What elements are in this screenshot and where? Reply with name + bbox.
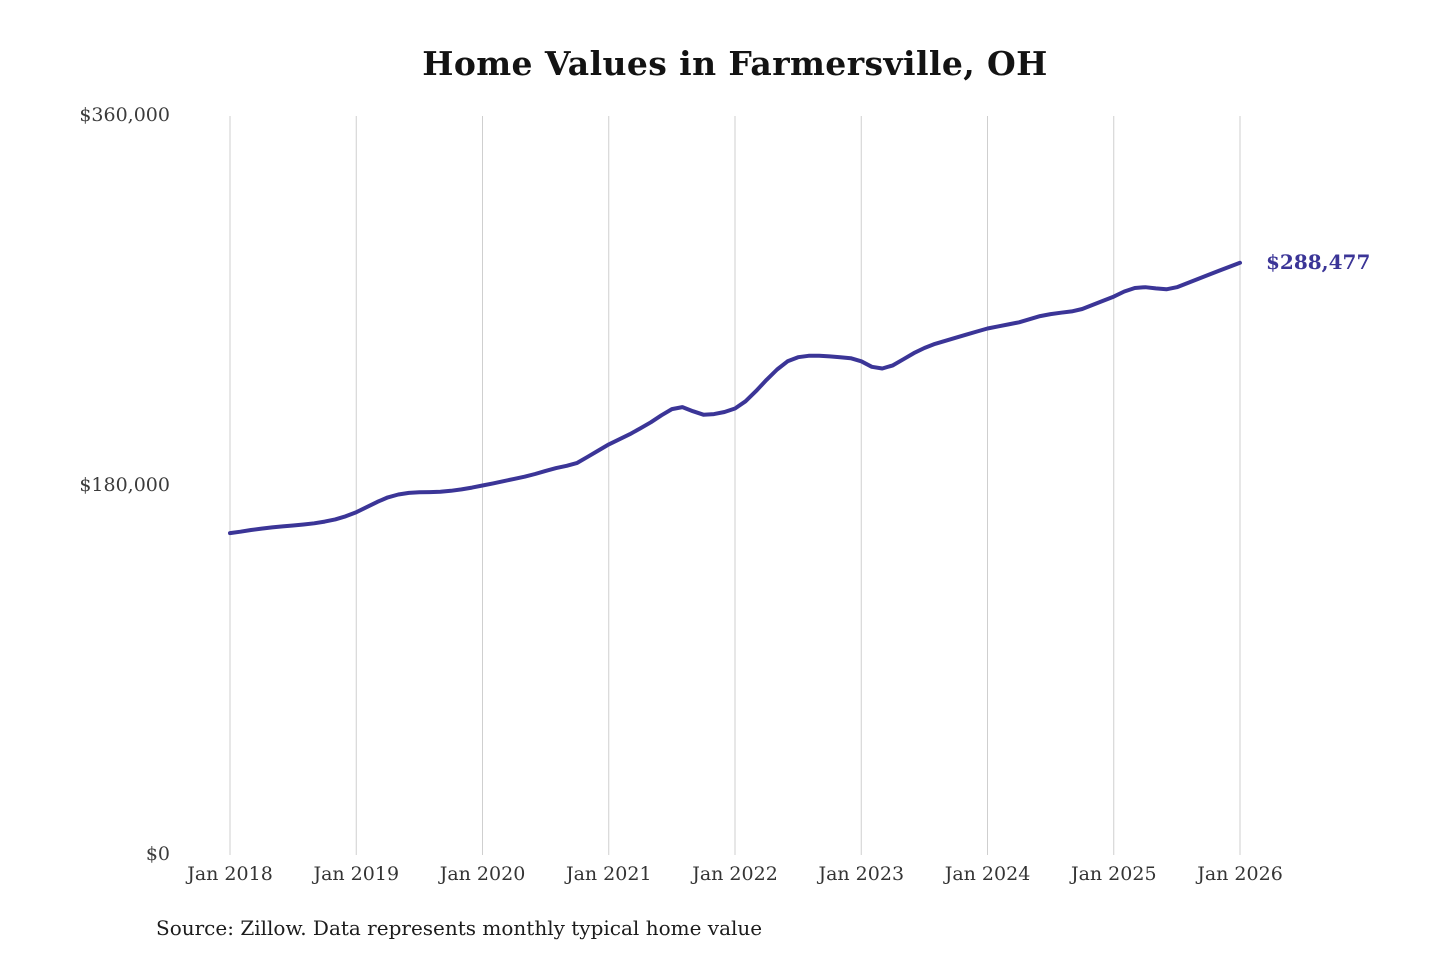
x-tick-label: Jan 2019 bbox=[313, 863, 400, 885]
x-tick-label: Jan 2020 bbox=[439, 863, 526, 885]
x-tick-label: Jan 2018 bbox=[187, 863, 273, 885]
chart-title: Home Values in Farmersville, OH bbox=[422, 44, 1048, 83]
plot-area: $288,477 Jan 2018 Jan 2019 Jan 2020 Jan 202… bbox=[187, 116, 1370, 885]
x-tick-label: Jan 2022 bbox=[692, 863, 778, 885]
end-value-label: $288,477 bbox=[1266, 249, 1371, 274]
x-tick-label: Jan 2024 bbox=[944, 863, 1031, 885]
home-values-line-chart bbox=[228, 116, 1242, 855]
x-tick-label: Jan 2025 bbox=[1070, 863, 1157, 885]
y-tick-label-0: $0 bbox=[145, 843, 170, 865]
y-tick-label-360000: $360,000 bbox=[79, 104, 170, 126]
y-tick-label-180000: $180,000 bbox=[79, 474, 170, 496]
source-note: Source: Zillow. Data represents monthly … bbox=[156, 916, 763, 940]
x-tick-label: Jan 2023 bbox=[818, 863, 905, 885]
x-tick-label: Jan 2026 bbox=[1197, 863, 1283, 885]
home-value-line bbox=[228, 260, 1242, 536]
x-tick-label: Jan 2021 bbox=[565, 863, 652, 885]
